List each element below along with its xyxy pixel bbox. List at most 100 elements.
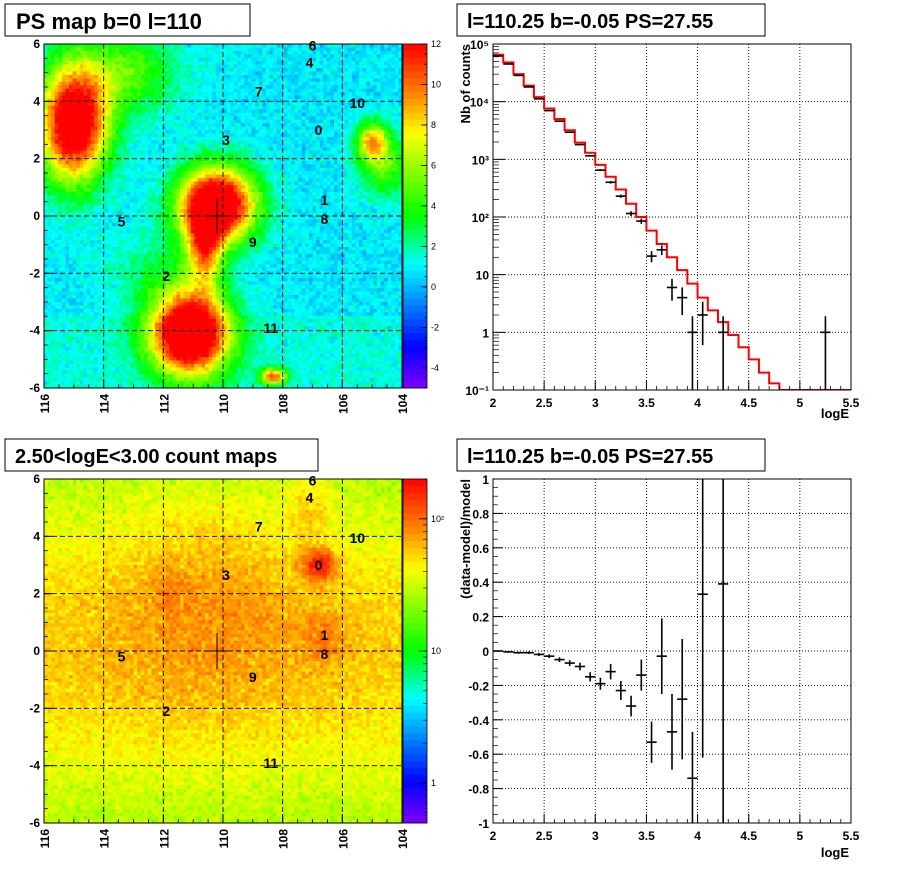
ps-map-colorbar-step: [403, 360, 427, 368]
count-map-colorbar-step: [403, 740, 427, 748]
count-map-xtick-label: 114: [98, 829, 112, 849]
ps-map-colorbar-step: [403, 216, 427, 224]
count-map-ytick-label: -2: [29, 701, 40, 715]
ps-map-colorbar-step: [403, 339, 427, 348]
ps-map-colorbar-step: [403, 181, 427, 189]
spectrum-ytick-label: 10: [476, 269, 490, 283]
ps-map-source-label: 2: [162, 268, 170, 284]
count-map-source-labels: 0 1 2 3 4 5 6 7 8 9 10 11: [118, 472, 366, 770]
spectrum-xtick-label: 4: [694, 396, 701, 410]
ps-map-source-label: 7: [255, 83, 263, 99]
count-map-colorbar-step: [403, 589, 427, 597]
count-map-colorbar-step: [403, 747, 427, 755]
count-map-source-label: 7: [255, 518, 263, 534]
residual-xtick-label: 2.5: [536, 829, 553, 843]
count-map-colorbar-label: 10: [431, 646, 441, 656]
ps-map-colorbar-step: [403, 277, 427, 286]
count-map-colorbar-step: [403, 774, 427, 783]
spectrum-ytick-label: 10⁵: [470, 38, 489, 52]
residual-ytick-label: 0.4: [472, 576, 489, 590]
ps-map-colorbar-label: 0: [431, 282, 436, 292]
count-map-colorbar-step: [403, 657, 427, 666]
count-map-colorbar-step: [403, 802, 427, 810]
ps-map-colorbar-step: [403, 332, 427, 341]
ps-map-colorbar-label: 2: [431, 241, 436, 251]
residual-ytick-label: 0.8: [472, 507, 489, 521]
count-map-colorbar-step: [403, 540, 427, 549]
spectrum-xtick-label: 3.5: [638, 396, 655, 410]
count-map-colorbar-step: [403, 527, 427, 535]
ps-map-xtick-label: 114: [98, 394, 112, 414]
ps-map-colorbar-step: [403, 44, 427, 52]
ps-map-colorbar-step: [403, 257, 427, 265]
residual-ytick-label: -0.2: [468, 679, 489, 693]
ps-map-xtick-label: 108: [277, 394, 291, 414]
spectrum-xtick-label: 4.5: [740, 396, 757, 410]
count-map-ytick-label: -6: [29, 816, 40, 830]
residual-ytick-label: -1: [478, 817, 489, 831]
spectrum-model-line: [493, 53, 851, 390]
spectrum-panel: 2 2.5 3 3.5 4 4.5 5 5.5 10⁵ 10⁴ 10³ 10² 10 1 10⁻¹ logE…: [456, 3, 860, 421]
count-map-colorbar-step: [403, 561, 427, 569]
ps-map-colorbar-step: [403, 167, 427, 176]
count-map-ytick-label: 2: [33, 587, 40, 601]
ps-map-colorbar-step: [403, 71, 427, 79]
ps-map-colorbar-label: 12: [431, 39, 441, 49]
ps-map-colorbar-step: [403, 147, 427, 155]
ps-map-source-label: 1: [321, 192, 329, 208]
residual-ylabel: (data-model)/model: [458, 479, 473, 599]
residual-ytick-label: -0.6: [468, 748, 489, 762]
residual-ytick-label: -0.4: [468, 714, 489, 728]
ps-map-colorbar-step: [403, 64, 427, 72]
count-map-colorbar-step: [403, 554, 427, 562]
count-map-colorbar-step: [403, 719, 427, 727]
ps-map-colorbar-step: [403, 250, 427, 258]
residual-axes: 2 2.5 3 3.5 4 4.5 5 5.5 1 0.8 0.6 0.4 0.2 0 -0.2 -0.4 -0…: [468, 473, 859, 843]
ps-map-source-label: 0: [315, 122, 323, 138]
count-map-xtick-label: 104: [396, 829, 410, 849]
count-map-colorbar-step: [403, 788, 427, 796]
count-map-colorbar-step: [403, 795, 427, 803]
ps-map-ytick-label: 0: [33, 209, 40, 223]
count-map-colorbar-step: [403, 651, 427, 659]
residual-xtick-label: 3: [592, 829, 599, 843]
ps-map-source-label: 8: [321, 211, 329, 227]
ps-map-colorbar-step: [403, 174, 427, 182]
spectrum-xtick-label: 2: [490, 396, 497, 410]
count-map-xtick-label: 108: [277, 829, 291, 849]
count-map-ytick-label: 0: [33, 644, 40, 658]
residual-xtick-label: 3.5: [638, 829, 655, 843]
residual-ytick-label: -0.8: [468, 783, 489, 797]
count-map-colorbar-step: [403, 809, 427, 817]
count-map-colorbar-step: [403, 685, 427, 693]
spectrum-xtick-label: 3: [592, 396, 599, 410]
ps-map-xtick-label: 112: [157, 394, 171, 414]
ps-map-colorbar-step: [403, 367, 427, 375]
ps-map-colorbar-step: [403, 264, 427, 272]
count-map-colorbar-step: [403, 712, 427, 721]
count-map-source-label: 2: [162, 703, 170, 719]
residual-frame: [492, 478, 852, 824]
count-map-colorbar-step: [403, 644, 427, 652]
count-map-colorbar-step: [403, 499, 427, 507]
ps-map-colorbar-label: 10: [431, 79, 441, 89]
ps-map-colorbar-label: 6: [431, 160, 436, 170]
spectrum-ytick-label: 10⁻¹: [465, 384, 489, 398]
spectrum-xtick-label: 5.5: [843, 396, 860, 410]
count-map-source-label: 3: [222, 567, 230, 583]
count-map-colorbar: 10² 10 1: [402, 478, 444, 824]
count-map-colorbar-step: [403, 754, 427, 762]
count-map-colorbar-step: [403, 699, 427, 707]
count-map-colorbar-step: [403, 520, 427, 528]
count-map-colorbar-step: [403, 506, 427, 514]
ps-map-colorbar-step: [403, 291, 427, 299]
ps-map-colorbar-step: [403, 326, 427, 334]
ps-map-colorbar-step: [403, 353, 427, 361]
ps-map-colorbar-label: 8: [431, 120, 436, 130]
ps-map-source-label: 10: [349, 95, 365, 111]
residual-ytick-label: 0.2: [472, 611, 489, 625]
count-map-colorbar-step: [403, 706, 427, 714]
